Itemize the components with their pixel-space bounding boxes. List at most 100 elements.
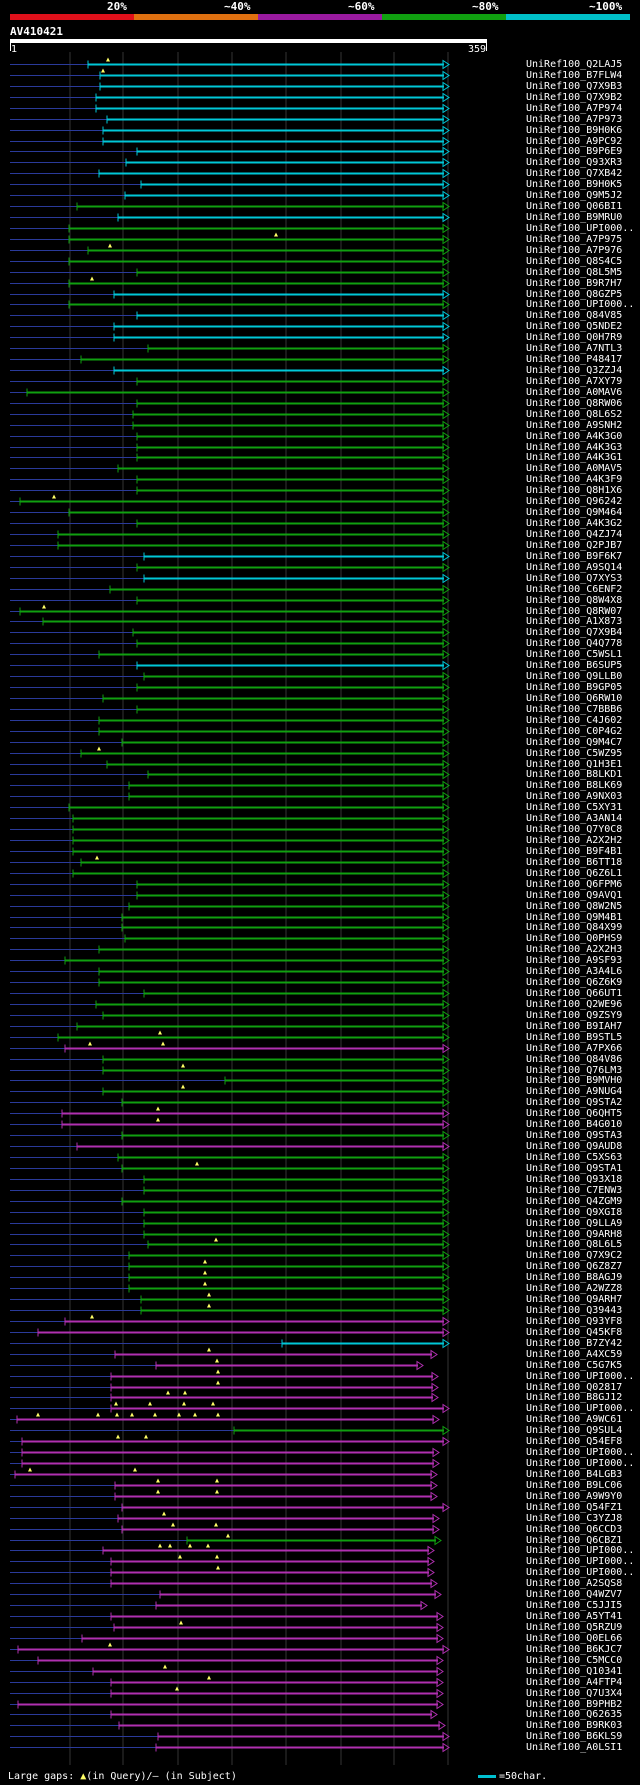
hit-label[interactable]: UniRef100_Q9ZSY9 [526, 1009, 623, 1021]
hit-row[interactable] [10, 1369, 439, 1382]
hit-row[interactable] [10, 1467, 438, 1480]
hit-label[interactable]: UniRef100_Q96242 [526, 495, 623, 507]
hit-row[interactable] [10, 1447, 440, 1458]
hit-row[interactable] [10, 125, 450, 136]
hit-label[interactable]: UniRef100_Q8H1X6 [526, 484, 623, 496]
hit-label[interactable]: UniRef100_B7ZY42 [526, 1337, 623, 1349]
hit-label[interactable]: UniRef100_Q7X9B2 [526, 91, 623, 103]
hit-row[interactable] [10, 321, 450, 332]
hit-row[interactable] [10, 627, 450, 638]
hit-label[interactable]: UniRef100_Q9XGI8 [526, 1206, 623, 1218]
hit-label[interactable]: UniRef100_Q2WE96 [526, 998, 623, 1010]
hit-label[interactable]: UniRef100_UPI000.. [526, 1555, 635, 1567]
hit-label[interactable]: UniRef100_Q8RW07 [526, 605, 623, 617]
hit-label[interactable]: UniRef100_Q8W4X8 [526, 594, 623, 606]
hit-label[interactable]: UniRef100_C5MCC0 [526, 1654, 623, 1666]
hit-label[interactable]: UniRef100_Q9LLB0 [526, 670, 623, 682]
hit-row[interactable] [10, 103, 450, 114]
hit-row[interactable] [10, 1434, 450, 1447]
hit-label[interactable]: UniRef100_Q8L5M5 [526, 266, 623, 278]
hit-label[interactable]: UniRef100_Q8L6L5 [526, 1238, 623, 1250]
hit-label[interactable]: UniRef100_B4LGB3 [526, 1468, 623, 1480]
hit-row[interactable] [10, 1117, 450, 1130]
hit-row[interactable] [10, 846, 450, 857]
hit-row[interactable] [10, 81, 450, 92]
hit-row[interactable] [10, 1021, 450, 1032]
hit-label[interactable]: UniRef100_Q9STA3 [526, 1129, 623, 1141]
hit-label[interactable]: UniRef100_A1X873 [526, 615, 623, 627]
hit-label[interactable]: UniRef100_A9W9Y0 [526, 1490, 623, 1502]
hit-row[interactable] [10, 92, 450, 103]
hit-row[interactable] [10, 966, 450, 977]
hit-row[interactable] [10, 1130, 450, 1141]
hit-row[interactable] [10, 1425, 450, 1436]
hit-row[interactable] [10, 387, 450, 398]
hit-label[interactable]: UniRef100_Q93YF8 [526, 1315, 623, 1327]
hit-row[interactable] [10, 638, 450, 649]
hit-label[interactable]: UniRef100_Q7Y0C8 [526, 823, 623, 835]
hit-row[interactable] [10, 1502, 450, 1513]
hit-label[interactable]: UniRef100_Q7X9B3 [526, 80, 623, 92]
hit-label[interactable]: UniRef100_Q02817 [526, 1381, 623, 1393]
hit-row[interactable] [10, 1250, 450, 1261]
hit-label[interactable]: UniRef100_Q3ZZJ4 [526, 364, 623, 376]
hit-label[interactable]: UniRef100_A9SF93 [526, 954, 623, 966]
hit-label[interactable]: UniRef100_A2X2H3 [526, 943, 623, 955]
hit-label[interactable]: UniRef100_Q45KF8 [526, 1326, 623, 1338]
hit-row[interactable] [10, 1511, 440, 1524]
hit-label[interactable]: UniRef100_B9IAH7 [526, 1020, 623, 1032]
hit-label[interactable]: UniRef100_Q8GZP5 [526, 288, 623, 300]
hit-row[interactable] [10, 332, 450, 343]
hit-row[interactable] [10, 1338, 450, 1349]
hit-row[interactable] [10, 1664, 444, 1677]
hit-row[interactable] [10, 595, 450, 606]
hit-row[interactable] [10, 1675, 444, 1688]
hit-label[interactable]: UniRef100_B8LKD1 [526, 768, 623, 780]
hit-label[interactable]: UniRef100_A7P975 [526, 233, 623, 245]
hit-label[interactable]: UniRef100_A9PC92 [526, 135, 623, 147]
hit-row[interactable] [10, 57, 450, 70]
hit-label[interactable]: UniRef100_A0LSI1 [526, 1741, 623, 1753]
hit-label[interactable]: UniRef100_Q6FPM6 [526, 878, 623, 890]
hit-row[interactable] [10, 933, 450, 944]
hit-row[interactable] [10, 1565, 435, 1578]
hit-row[interactable] [10, 1709, 438, 1720]
hit-label[interactable]: UniRef100_C4J602 [526, 714, 623, 726]
hit-label[interactable]: UniRef100_UPI000.. [526, 1370, 635, 1382]
hit-row[interactable] [10, 1478, 438, 1491]
hit-label[interactable]: UniRef100_A3AN14 [526, 812, 623, 824]
hit-row[interactable] [10, 1380, 439, 1393]
hit-row[interactable] [10, 1041, 450, 1054]
hit-label[interactable]: UniRef100_UPI000.. [526, 1566, 635, 1578]
hit-row[interactable] [10, 114, 450, 125]
hit-label[interactable]: UniRef100_B9F6K7 [526, 550, 623, 562]
hit-label[interactable]: UniRef100_A4K3G1 [526, 451, 623, 463]
hit-row[interactable] [10, 1141, 450, 1152]
hit-label[interactable]: UniRef100_Q0PHS9 [526, 932, 623, 944]
hit-label[interactable]: UniRef100_Q8L6S2 [526, 408, 623, 420]
hit-row[interactable] [10, 1030, 450, 1043]
hit-row[interactable] [10, 1533, 442, 1546]
hit-row[interactable] [10, 157, 450, 168]
hit-label[interactable]: UniRef100_Q9M464 [526, 506, 623, 518]
hit-row[interactable] [10, 1611, 444, 1622]
hit-row[interactable] [10, 1543, 435, 1556]
hit-row[interactable] [10, 855, 450, 868]
hit-label[interactable]: UniRef100_Q9ARH7 [526, 1293, 623, 1305]
hit-label[interactable]: UniRef100_Q6CBZ1 [526, 1534, 623, 1546]
hit-row[interactable] [10, 1054, 450, 1065]
hit-row[interactable] [10, 780, 450, 791]
hit-row[interactable] [10, 1218, 450, 1229]
hit-label[interactable]: UniRef100_A4K3G0 [526, 430, 623, 442]
hit-label[interactable]: UniRef100_A4K3F9 [526, 473, 623, 485]
hit-label[interactable]: UniRef100_A4FTP4 [526, 1676, 623, 1688]
hit-label[interactable]: UniRef100_C0P4G2 [526, 725, 623, 737]
hit-row[interactable] [10, 1401, 450, 1414]
hit-row[interactable] [10, 1390, 439, 1403]
hit-row[interactable] [10, 420, 450, 431]
hit-row[interactable] [10, 901, 450, 912]
hit-label[interactable]: UniRef100_Q9STA2 [526, 1096, 623, 1108]
hit-row[interactable] [10, 494, 450, 507]
hit-row[interactable] [10, 354, 450, 365]
hit-label[interactable]: UniRef100_B9R7H7 [526, 277, 623, 289]
